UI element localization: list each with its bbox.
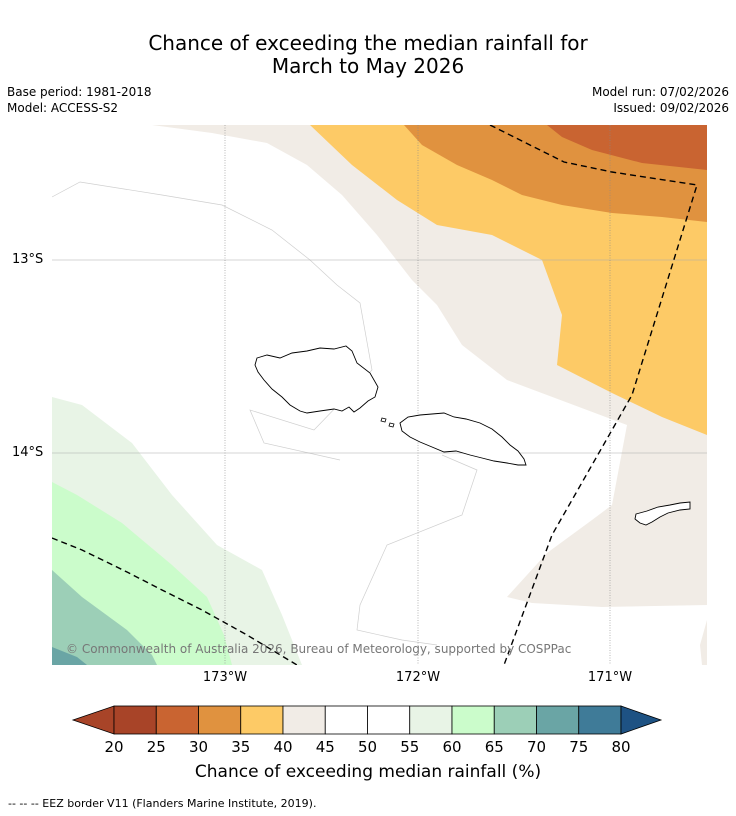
island-upolu — [399, 412, 527, 466]
colorbar-segment — [367, 705, 411, 735]
colorbar-tick-label: 25 — [146, 738, 166, 756]
colorbar-tick-label: 80 — [611, 738, 631, 756]
colorbar-tick-label: 70 — [526, 738, 547, 756]
eez-border-north — [489, 125, 698, 665]
colorbar-tick-label: 30 — [188, 738, 209, 756]
lon-label-172w: 172°W — [395, 670, 441, 685]
lon-label-173w: 173°W — [202, 670, 248, 685]
copyright-notice: © Commonwealth of Australia 2026, Bureau… — [66, 642, 571, 656]
faint-outline-2 — [356, 454, 478, 646]
region-25-30 — [547, 125, 707, 170]
colorbar — [71, 705, 663, 735]
colorbar-segment — [324, 705, 368, 735]
base-period: Base period: 1981-2018 — [7, 85, 152, 99]
map-title-line1: Chance of exceeding the median rainfall … — [148, 31, 588, 55]
colorbar-tick-label: 50 — [357, 738, 378, 756]
colorbar-tick-label: 60 — [442, 738, 462, 756]
map-title-line2: March to May 2026 — [271, 54, 465, 78]
region-70-75 — [52, 647, 87, 665]
colorbar-tick-label: 45 — [315, 738, 335, 756]
colorbar-segment — [240, 705, 284, 735]
colorbar-segment — [198, 705, 242, 735]
lat-label-14s: 14°S — [12, 445, 44, 460]
colorbar-segment — [282, 705, 326, 735]
colorbar-tick-label: 20 — [104, 738, 124, 756]
issued-date: Issued: 09/02/2026 — [613, 101, 729, 115]
colorbar-segment — [578, 705, 622, 735]
island-tutuila — [634, 501, 691, 526]
colorbar-tick-label: 35 — [231, 738, 251, 756]
colorbar-segment — [493, 705, 537, 735]
island-savaii — [254, 345, 379, 414]
colorbar-tick-label: 65 — [484, 738, 504, 756]
colorbar-tick-label: 40 — [273, 738, 293, 756]
island-small-1 — [380, 417, 387, 423]
colorbar-tick-label: 75 — [569, 738, 589, 756]
colorbar-segment — [155, 705, 199, 735]
colorbar-extend-low — [71, 705, 115, 735]
model-run-date: Model run: 07/02/2026 — [591, 85, 729, 99]
faint-outline — [52, 181, 373, 461]
lat-label-13s: 13°S — [12, 252, 44, 267]
island-small-2 — [388, 422, 395, 428]
colorbar-segment — [409, 705, 453, 735]
rainfall-map: © Commonwealth of Australia 2026, Bureau… — [52, 125, 707, 665]
colorbar-tick-label: 55 — [400, 738, 420, 756]
model-name: Model: ACCESS-S2 — [7, 101, 119, 115]
eez-border-southwest — [52, 537, 298, 665]
colorbar-segment — [113, 705, 157, 735]
colorbar-segment — [451, 705, 495, 735]
lon-label-171w: 171°W — [587, 670, 633, 685]
colorbar-segment — [536, 705, 580, 735]
eez-footnote: -- -- -- EEZ border V11 (Flanders Marine… — [8, 797, 317, 810]
region-65-70 — [52, 570, 157, 665]
colorbar-label: Chance of exceeding median rainfall (%) — [194, 762, 542, 782]
colorbar-extend-high — [620, 705, 663, 735]
